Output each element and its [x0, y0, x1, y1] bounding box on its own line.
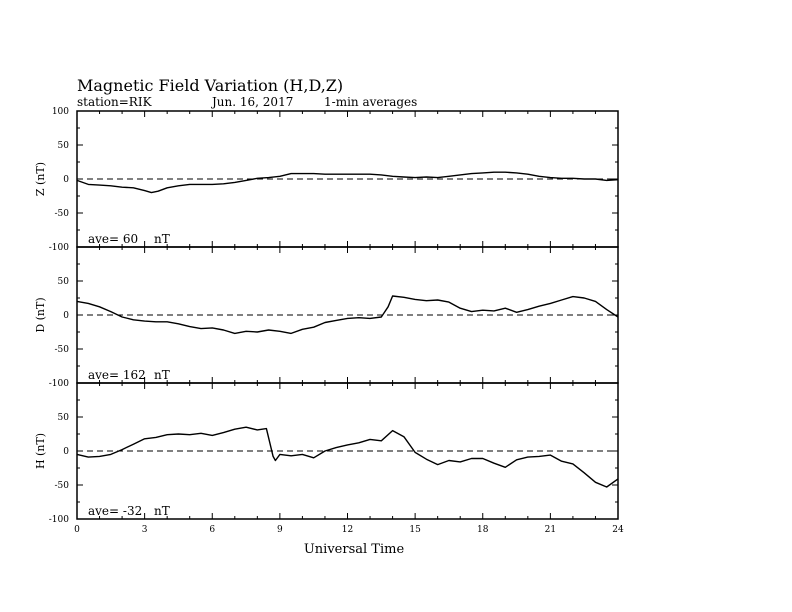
x-tick-label: 12 — [342, 525, 353, 535]
chart-panels: 100 50 0 -50 -100 Z (nT) ave= 60 nT 50 0 -50 -100 D … — [34, 107, 619, 525]
x-tick-label: 6 — [209, 525, 215, 535]
x-tick-label: 0 — [74, 525, 80, 535]
ave-unit: nT — [154, 232, 170, 246]
series-line-d — [76, 295, 619, 335]
y-tick-label: -100 — [49, 515, 69, 525]
y-tick-label: 0 — [63, 447, 69, 457]
y-axis-label: D (nT) — [34, 297, 47, 332]
y-tick-label: -100 — [49, 243, 69, 253]
ave-text: ave= -32 — [88, 504, 142, 518]
date-label: Jun. 16, 2017 — [210, 95, 293, 109]
y-tick-label: -50 — [55, 209, 70, 219]
panel-h: 50 0 -50 -100 H (nT) ave= -32 nT — [34, 382, 619, 525]
x-axis-label: Universal Time — [304, 542, 405, 557]
ave-text: ave= 60 — [88, 232, 138, 246]
resolution-label: 1-min averages — [324, 95, 417, 109]
y-tick-label: 50 — [58, 141, 70, 151]
y-tick-label: 50 — [58, 277, 70, 287]
panel-z: 100 50 0 -50 -100 Z (nT) ave= 60 nT — [34, 107, 619, 253]
series-line-z — [76, 171, 619, 194]
panel-d: 50 0 -50 -100 D (nT) ave= 162 nT — [34, 246, 619, 389]
y-tick-label: -100 — [49, 379, 69, 389]
x-tick-label: 24 — [612, 525, 624, 535]
y-axis-label: Z (nT) — [34, 162, 47, 196]
y-tick-label: -50 — [55, 481, 70, 491]
x-tick-label: 3 — [142, 525, 148, 535]
x-tick-label: 18 — [477, 525, 489, 535]
y-tick-label: 100 — [52, 107, 69, 117]
y-tick-label: 50 — [58, 413, 70, 423]
ave-unit: nT — [154, 368, 170, 382]
ave-unit: nT — [154, 504, 170, 518]
x-axis: 0 3 6 9 12 15 18 21 24 — [74, 525, 624, 535]
y-tick-label: 0 — [63, 175, 69, 185]
station-label: station=RIK — [77, 95, 153, 109]
y-tick-label: -50 — [55, 345, 70, 355]
ave-text: ave= 162 — [88, 368, 146, 382]
x-tick-label: 9 — [277, 525, 283, 535]
y-tick-label: 0 — [63, 311, 69, 321]
x-tick-label: 21 — [545, 525, 556, 535]
x-tick-label: 15 — [409, 525, 421, 535]
series-line-h — [76, 426, 619, 488]
y-axis-label: H (nT) — [34, 433, 47, 469]
figure-title: Magnetic Field Variation (H,D,Z) — [77, 76, 343, 95]
